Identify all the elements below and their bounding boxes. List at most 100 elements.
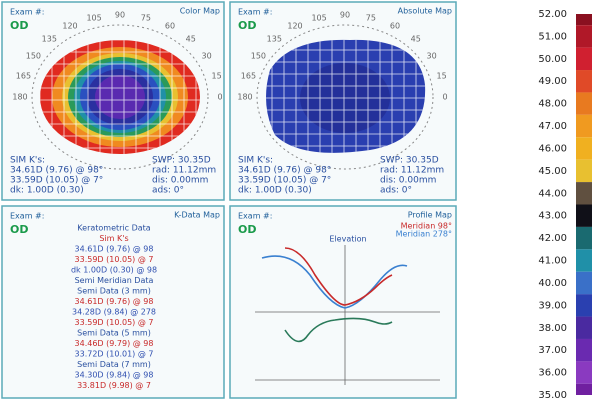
scale-label: 37.00 <box>538 345 567 356</box>
scale-label: 47.00 <box>538 121 567 132</box>
k-data-line: 33.72D (10.01) @ 7 <box>75 350 154 359</box>
k-reading: SIM K's: <box>10 156 45 166</box>
map-param: dis: 0.00mm <box>152 176 208 186</box>
angle-label: 30 <box>202 52 212 61</box>
scale-label: 41.00 <box>538 256 567 267</box>
angle-label: 120 <box>62 21 77 30</box>
angle-label: 120 <box>287 21 302 30</box>
k-reading: 34.61D (9.76) @ 98° <box>10 166 103 176</box>
angle-label: 60 <box>165 21 175 30</box>
k-data-line: 33.81D (9.98) @ 7 <box>77 381 151 390</box>
scale-label: 38.00 <box>538 323 567 334</box>
map-param: ads: 0° <box>380 186 412 196</box>
profile-plot <box>255 245 440 385</box>
k-data-line: 34.61D (9.76) @ 98 <box>75 245 154 254</box>
map-param: SWP: 30.35D <box>152 156 211 166</box>
panel <box>1 205 225 399</box>
scale-swatch <box>576 204 592 227</box>
k-reading: 33.59D (10.05) @ 7° <box>238 176 331 186</box>
scale-swatch <box>576 137 592 160</box>
map-param: dis: 0.00mm <box>380 176 436 186</box>
scale-label: 52.00 <box>538 9 567 20</box>
panel-title: K-Data Map <box>174 211 220 220</box>
scale-swatch <box>576 226 592 250</box>
scale-swatch <box>576 361 592 384</box>
angle-label: 105 <box>86 13 101 22</box>
color-map <box>40 40 200 154</box>
panel <box>229 205 457 399</box>
angle-label: 105 <box>311 13 326 22</box>
scale-swatch <box>576 338 592 362</box>
k-reading: dk: 1.00D (0.30) <box>10 186 84 196</box>
scale-label: 45.00 <box>538 166 567 177</box>
k-data-line: Semi Data (7 mm) <box>77 360 151 369</box>
angle-label: 15 <box>211 71 221 80</box>
scale-swatch <box>576 25 592 48</box>
exam-label: Exam #: <box>238 212 272 221</box>
panel-title: Profile Map <box>408 211 452 220</box>
map-param: rad: 11.12mm <box>152 166 216 176</box>
panel-title: Color Map <box>180 7 220 16</box>
angle-label: 0 <box>442 93 447 102</box>
legend-entry: Meridian 278° <box>396 230 452 239</box>
map-param: SWP: 30.35D <box>380 156 439 166</box>
angle-label: 45 <box>411 35 421 44</box>
scale-label: 40.00 <box>538 278 567 289</box>
angle-label: 90 <box>340 11 350 20</box>
exam-label: Exam #: <box>10 212 44 221</box>
eye-label: OD <box>10 223 28 236</box>
angle-label: 165 <box>241 71 256 80</box>
angle-label: 150 <box>251 52 266 61</box>
scale-swatch <box>576 182 592 205</box>
k-data-line: dk 1.00D (0.30) @ 98 <box>71 266 157 275</box>
scale-label: 43.00 <box>538 211 567 222</box>
angle-label: 150 <box>26 52 41 61</box>
scale-swatch <box>576 294 592 317</box>
scale-swatch <box>576 316 592 339</box>
exam-label: Exam #: <box>10 8 44 17</box>
angle-ring <box>256 24 434 170</box>
k-data-line: 34.46D (9.79) @ 98 <box>75 339 154 348</box>
angle-label: 15 <box>436 71 446 80</box>
angle-label: 45 <box>186 35 196 44</box>
angle-label: 30 <box>427 52 437 61</box>
eye-label: OD <box>238 223 256 236</box>
absolute-map <box>266 39 426 153</box>
k-data-line: Semi Data (3 mm) <box>77 287 151 296</box>
k-data-line: 33.59D (10.05) @ 7 <box>75 255 154 264</box>
angle-label: 0 <box>217 93 222 102</box>
scale-swatch <box>576 114 592 138</box>
angle-label: 135 <box>42 35 57 44</box>
scale-label: 51.00 <box>538 31 567 42</box>
scale-label: 35.00 <box>538 390 567 401</box>
color-scale: 52.00 51.00 50.00 49.00 48.00 47.00 46.00 45.00… <box>538 9 592 401</box>
eye-label: OD <box>238 19 256 32</box>
scale-swatch <box>576 159 592 183</box>
angle-label: 60 <box>390 21 400 30</box>
angle-label: 135 <box>267 35 282 44</box>
scale-swatch <box>576 47 592 71</box>
scale-label: 42.00 <box>538 233 567 244</box>
scale-swatch <box>576 271 592 295</box>
scale-swatch <box>576 70 592 93</box>
k-reading: 34.61D (9.76) @ 98° <box>238 166 331 176</box>
scale-label: 44.00 <box>538 188 567 199</box>
k-reading: SIM K's: <box>238 156 273 166</box>
scale-label: 48.00 <box>538 99 567 110</box>
k-data-line: 33.59D (10.05) @ 7 <box>75 318 154 327</box>
scale-swatch <box>576 383 592 395</box>
k-data-line: Semi Data (5 mm) <box>77 329 151 338</box>
scale-swatch <box>576 14 592 26</box>
k-data-line: Sim K's <box>99 234 128 243</box>
scale-label: 39.00 <box>538 300 567 311</box>
angle-label: 165 <box>16 71 31 80</box>
scale-label: 49.00 <box>538 76 567 87</box>
k-data-line: Keratometric Data <box>77 224 150 233</box>
k-reading: dk: 1.00D (0.30) <box>238 186 312 196</box>
angle-label: 180 <box>12 93 27 102</box>
k-data-line: 34.30D (9.84) @ 98 <box>75 371 154 380</box>
angle-ring <box>31 24 209 170</box>
scale-label: 36.00 <box>538 368 567 379</box>
k-data-line: Semi Meridian Data <box>75 276 154 285</box>
k-data-line: 34.61D (9.76) @ 98 <box>75 297 154 306</box>
